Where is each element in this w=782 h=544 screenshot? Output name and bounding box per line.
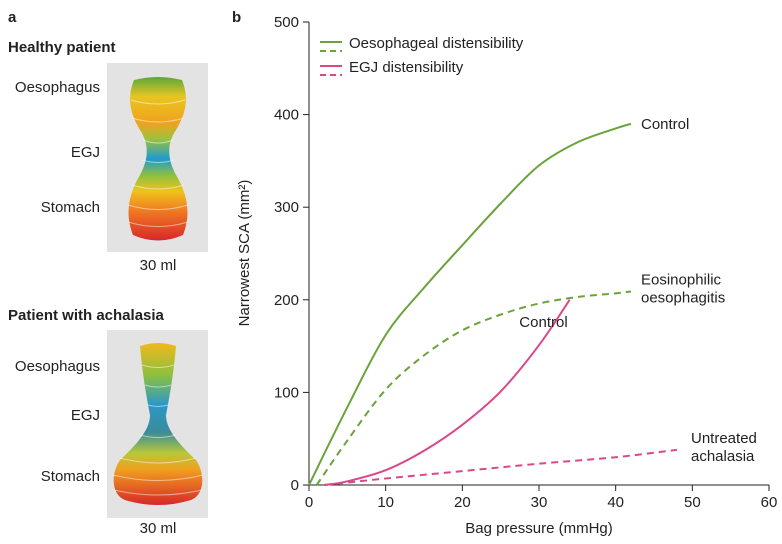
series-label: Untreated achalasia: [691, 430, 757, 465]
y-tick-label: 200: [274, 292, 299, 309]
part-label: Stomach: [41, 199, 100, 216]
series-line: [324, 299, 571, 486]
patient-title: Patient with achalasia: [8, 307, 165, 324]
vessel-achalasia: [113, 343, 203, 505]
y-axis-label: Narrowest SCA (mm²): [236, 180, 253, 327]
y-tick-label: 300: [274, 199, 299, 216]
part-label: EGJ: [71, 144, 100, 161]
volume-label: 30 ml: [140, 520, 177, 537]
x-axis-label: Bag pressure (mmHg): [465, 520, 613, 537]
y-tick-label: 100: [274, 384, 299, 401]
patient-title: Healthy patient: [8, 39, 116, 56]
part-label: EGJ: [71, 407, 100, 424]
series-line: [308, 122, 632, 486]
y-tick-label: 0: [291, 477, 299, 494]
volume-label: 30 ml: [140, 257, 177, 274]
y-tick-label: 500: [274, 14, 299, 31]
x-tick-label: 10: [377, 494, 394, 511]
part-label: Oesophagus: [15, 358, 100, 375]
panel-a: a Healthy patient Oesophagus EGJ Stomach…: [8, 9, 208, 537]
panel-label: a: [8, 9, 17, 26]
legend-label: Oesophageal distensibility: [349, 35, 524, 52]
panel-label: b: [232, 9, 241, 26]
x-tick-label: 0: [305, 494, 313, 511]
x-tick-label: 30: [531, 494, 548, 511]
x-tick-label: 40: [607, 494, 624, 511]
series-label: Eosinophilic oesophagitis: [641, 271, 725, 306]
series-label: Control: [519, 314, 567, 331]
part-label: Oesophagus: [15, 79, 100, 96]
x-tick-label: 50: [684, 494, 701, 511]
part-label: Stomach: [41, 468, 100, 485]
series-line: [324, 448, 678, 486]
x-tick-label: 20: [454, 494, 471, 511]
x-tick-label: 60: [761, 494, 778, 511]
series-label: Control: [641, 116, 689, 133]
legend-label: EGJ distensibility: [349, 59, 464, 76]
vessel-healthy: [128, 77, 188, 241]
y-tick-label: 400: [274, 107, 299, 124]
series-line: [315, 290, 632, 486]
